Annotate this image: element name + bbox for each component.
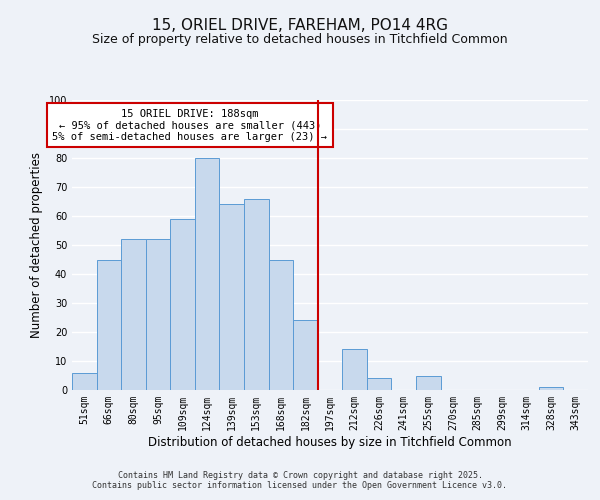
- Bar: [367, 378, 391, 390]
- X-axis label: Distribution of detached houses by size in Titchfield Common: Distribution of detached houses by size …: [148, 436, 512, 448]
- Bar: [195, 158, 220, 390]
- Y-axis label: Number of detached properties: Number of detached properties: [30, 152, 43, 338]
- Text: Contains HM Land Registry data © Crown copyright and database right 2025.
Contai: Contains HM Land Registry data © Crown c…: [92, 470, 508, 490]
- Bar: [539, 387, 563, 390]
- Bar: [269, 260, 293, 390]
- Bar: [170, 219, 195, 390]
- Bar: [146, 239, 170, 390]
- Bar: [293, 320, 318, 390]
- Bar: [121, 239, 146, 390]
- Text: Size of property relative to detached houses in Titchfield Common: Size of property relative to detached ho…: [92, 32, 508, 46]
- Text: 15, ORIEL DRIVE, FAREHAM, PO14 4RG: 15, ORIEL DRIVE, FAREHAM, PO14 4RG: [152, 18, 448, 32]
- Bar: [220, 204, 244, 390]
- Bar: [97, 260, 121, 390]
- Bar: [416, 376, 440, 390]
- Bar: [72, 372, 97, 390]
- Bar: [244, 198, 269, 390]
- Text: 15 ORIEL DRIVE: 188sqm
← 95% of detached houses are smaller (443)
5% of semi-det: 15 ORIEL DRIVE: 188sqm ← 95% of detached…: [52, 108, 328, 142]
- Bar: [342, 350, 367, 390]
